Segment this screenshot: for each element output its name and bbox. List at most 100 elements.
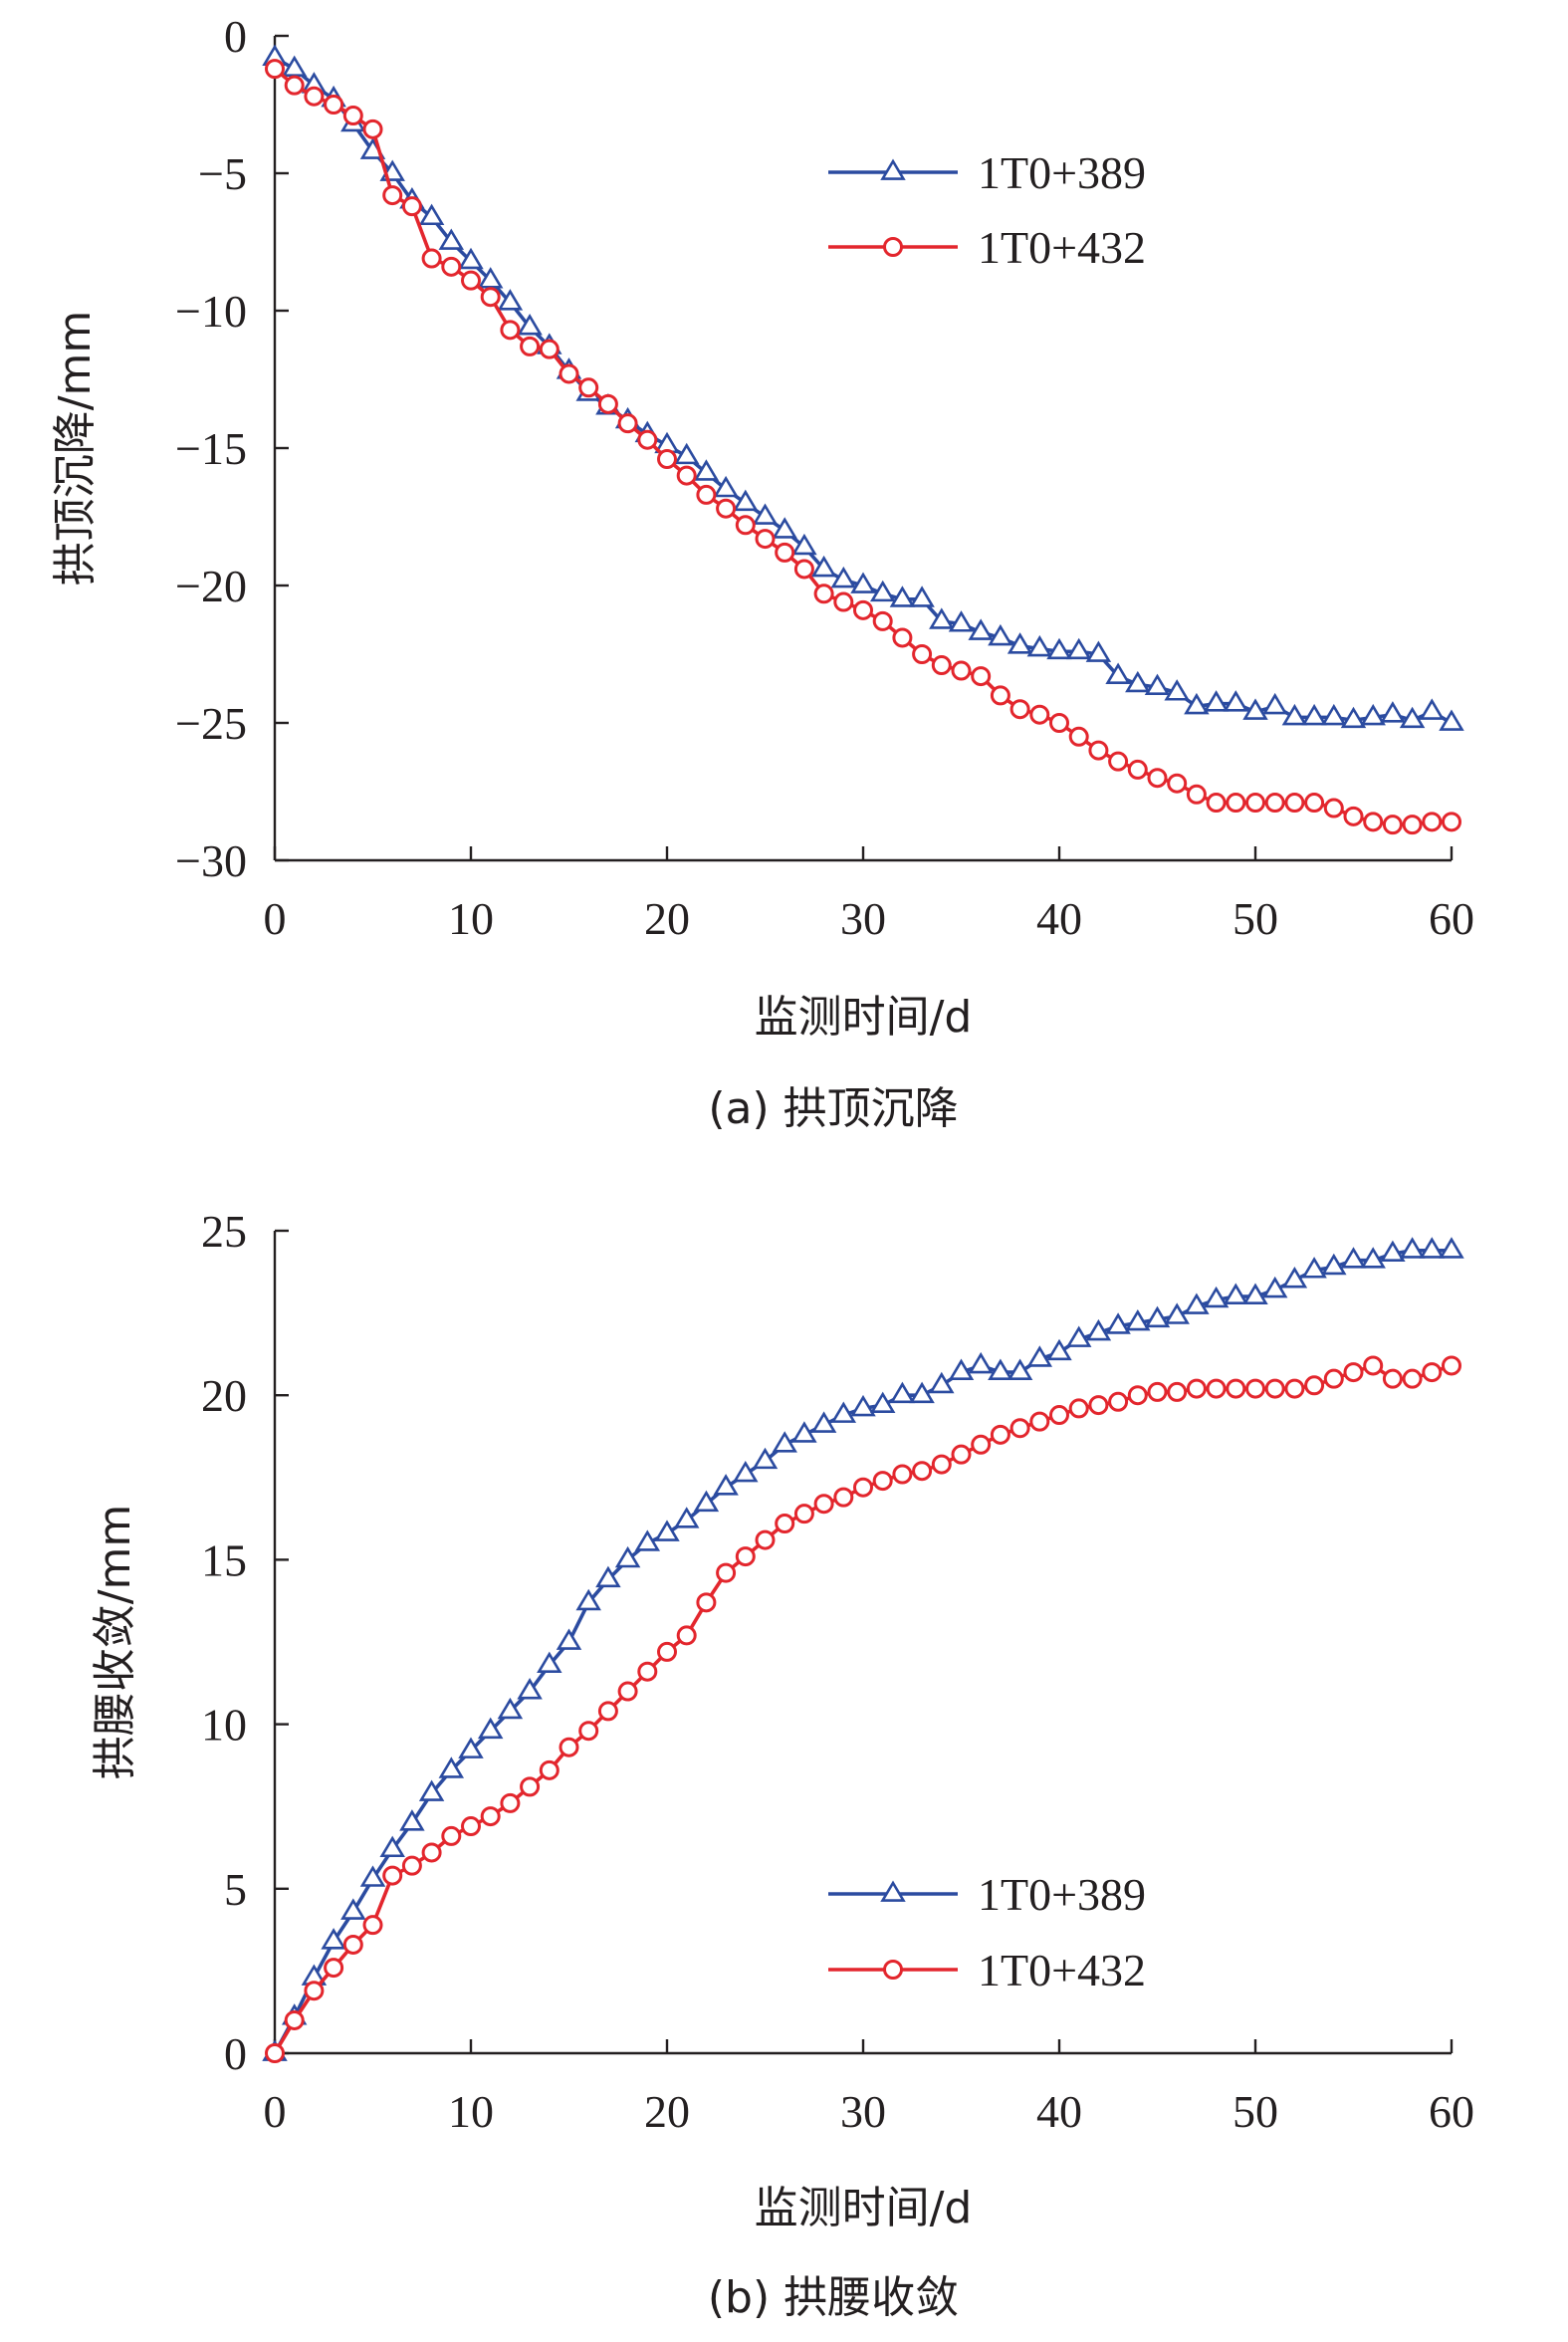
chart2-series-2-point <box>853 1477 873 1498</box>
chart2-x-axis-title: 监测时间/d <box>755 2183 973 2233</box>
chart2-series-1-point <box>713 1474 739 1496</box>
chart1-series-2-point <box>1127 759 1148 780</box>
chart1-series-1-point <box>889 586 916 607</box>
chart1-series-2-point <box>1442 812 1461 832</box>
chart1-series-2-point <box>813 584 834 604</box>
chart2-legend-1-label: 1T0+389 <box>978 1869 1146 1920</box>
chart1-y-tick-label: 0 <box>224 11 247 62</box>
chart2-x-tick-label: 60 <box>1429 2086 1474 2137</box>
chart1-series-1-point <box>713 475 739 498</box>
chart1-series-2-point <box>696 484 717 505</box>
chart1-series-2-point <box>1009 699 1030 720</box>
chart2-series-2-point <box>597 1701 618 1722</box>
chart2-y-tick-label: 5 <box>224 1864 247 1915</box>
chart1-series-2-point <box>931 655 952 676</box>
chart1-y-tick-label: −30 <box>175 835 247 886</box>
chart1-x-tick-label: 60 <box>1429 893 1474 944</box>
chart2-series-1-point <box>595 1565 621 1588</box>
chart1-series-1-point <box>1223 690 1249 712</box>
chart2-legend-2-marker <box>883 1960 903 1980</box>
chart1-series-1-point <box>1242 698 1268 720</box>
chart2-series-2-point <box>362 1915 383 1936</box>
chart1-series-2-point <box>951 660 972 681</box>
chart1-series-2-point <box>775 542 795 563</box>
chart2-series-1-point <box>752 1447 779 1470</box>
chart2-series-1-point <box>1419 1237 1446 1259</box>
chart1-series-2-point <box>1323 798 1344 819</box>
chart2-series-1-point <box>379 1835 405 1858</box>
chart2-series-1-point <box>1439 1237 1464 1259</box>
chart2-series-1-line <box>273 1249 1452 2054</box>
chart2-series-2-point <box>931 1454 952 1475</box>
chart2-series-1-point <box>1380 1240 1406 1263</box>
chart1-series-2-point <box>1284 793 1305 814</box>
chart1-series-1-point <box>1184 692 1210 715</box>
chart1-series-1-point <box>673 442 700 465</box>
chart2-series-2-point <box>793 1504 814 1524</box>
chart2-series-2-line <box>273 1363 1453 2054</box>
chart1-series-2-point <box>559 363 579 384</box>
chart2-series-1-point <box>830 1401 857 1423</box>
chart2-series-1-point <box>733 1460 759 1483</box>
chart1-series-1-point <box>791 533 817 556</box>
chart1-series-1-point <box>988 623 1013 646</box>
chart1-y-axis-title: 拱顶沉降/mm <box>50 311 101 586</box>
chart1-series-2-point <box>1264 793 1285 814</box>
chart1-series-2-point <box>1049 713 1069 733</box>
chart1-series-2-point <box>520 336 541 356</box>
chart2-y-tick-label: 0 <box>224 2028 247 2079</box>
chart2-series-2-point <box>617 1681 638 1702</box>
chart2-series-1-point <box>948 1358 975 1380</box>
chart1-series-2-point <box>1167 773 1188 794</box>
chart2-series-1-point <box>556 1628 582 1650</box>
chart2-series-1-point <box>1085 1318 1112 1341</box>
chart2-series-2-point <box>813 1494 834 1515</box>
chart1-series-1-point <box>948 610 975 632</box>
chart2-series-1-point <box>340 1898 366 1920</box>
chart2-series-2-point <box>755 1529 776 1550</box>
chart2-series-2-point <box>265 2043 285 2063</box>
chart1-series-1-point <box>1125 670 1151 693</box>
chart1-x-tick-label: 50 <box>1232 893 1278 944</box>
chart1-series-1-point <box>909 586 935 607</box>
chart1-series-2-point <box>1226 793 1246 814</box>
chart1-series-2-point <box>1343 806 1364 826</box>
chart2-series-1-point <box>359 1865 386 1887</box>
chart1-series-2-point <box>500 320 521 341</box>
chart2-series-1-point <box>497 1697 524 1720</box>
chart2-series-2-point <box>1147 1381 1168 1402</box>
chart1-x-tick-label: 20 <box>644 893 690 944</box>
chart2-y-tick-label: 25 <box>201 1206 247 1257</box>
chart2-series-2-point <box>1382 1368 1403 1389</box>
chart1-series-2-point <box>657 449 677 470</box>
chart2-series-1-point <box>869 1391 896 1414</box>
chart1-series-1-point <box>1261 692 1288 715</box>
chart2-series-1-point <box>693 1490 720 1513</box>
chart2-series-2-point <box>1343 1362 1364 1383</box>
chart1-series-1-point <box>1399 706 1426 729</box>
chart1-series-2-point <box>716 498 737 519</box>
chart2-x-tick-label: 50 <box>1232 2086 1278 2137</box>
chart2-series-1-point <box>537 1651 562 1674</box>
chart1-series-1-point <box>1203 690 1230 712</box>
chart2-series-2-point <box>421 1842 442 1863</box>
chart2-x-tick-label: 0 <box>264 2086 287 2137</box>
chart1-series-2-point <box>617 413 638 434</box>
chart1-series-1-point <box>438 228 465 250</box>
chart2-series-2-point <box>1402 1368 1423 1389</box>
chart1-series-2-point <box>1206 793 1227 814</box>
chart2-x-tick-label: 20 <box>644 2086 690 2137</box>
chart1-series-2-point <box>971 666 992 687</box>
chart1-series-2-point <box>265 59 285 80</box>
chart2-series-2-point <box>480 1806 501 1827</box>
chart1-series-1-point <box>1007 632 1033 654</box>
chart2-caption: (b) 拱腰收敛 <box>708 2272 959 2323</box>
chart2-series-1-point <box>614 1545 641 1568</box>
chart2-series-1-point <box>1399 1237 1426 1259</box>
chart1-series-1-point <box>1105 662 1131 684</box>
chart1-legend-2-marker <box>883 237 903 257</box>
chart1-series-1-point <box>497 289 524 311</box>
chart2-series-1-point <box>438 1756 465 1778</box>
chart1-legend-1-label: 1T0+389 <box>978 147 1146 198</box>
chart1-series-1-line <box>274 56 1453 725</box>
